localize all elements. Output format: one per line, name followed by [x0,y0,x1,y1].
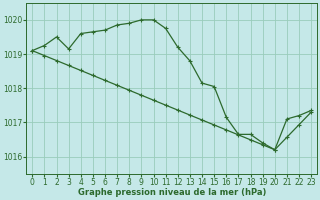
X-axis label: Graphe pression niveau de la mer (hPa): Graphe pression niveau de la mer (hPa) [77,188,266,197]
